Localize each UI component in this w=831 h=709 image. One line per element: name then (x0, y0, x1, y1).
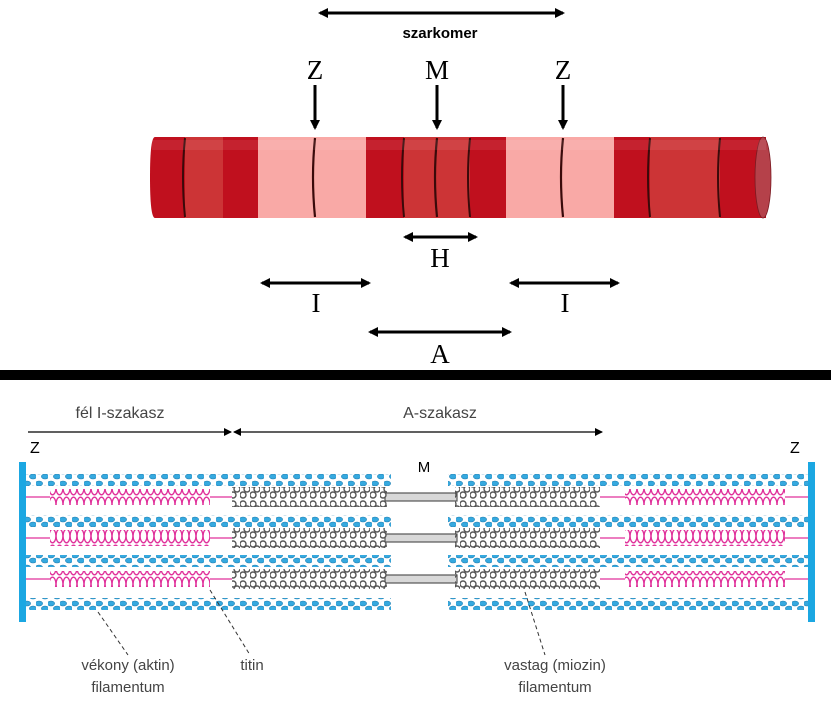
titin-leader (209, 589, 251, 656)
myosin-filaments (232, 487, 600, 589)
z-line-label-right: Z (555, 55, 572, 85)
i-band-label-right: I (561, 288, 570, 318)
z-disc-label-left: Z (30, 440, 40, 457)
sarcomere-detail-panel: fél I-szakasz A-szakasz Z Z M (19, 405, 815, 696)
actin-label-line2: filamentum (91, 679, 164, 696)
titin-label: titin (240, 657, 263, 674)
i-band-label-left: I (312, 288, 321, 318)
z-disc-right (808, 462, 815, 622)
myofibril-cylinder (150, 136, 772, 219)
a-band-label: A (430, 339, 450, 369)
m-line-label: M (425, 55, 449, 85)
z-disc-left (19, 462, 26, 622)
a-band-title: A-szakasz (403, 405, 477, 422)
z-disc-label-right: Z (790, 440, 800, 457)
sarcomere-label: szarkomer (402, 25, 477, 42)
half-i-band-label: fél I-szakasz (76, 405, 165, 422)
actin-label-line1: vékony (aktin) (81, 657, 174, 674)
actin-filaments (26, 474, 808, 610)
myosin-label-line1: vastag (miozin) (504, 657, 606, 674)
titin-coils (26, 489, 808, 587)
actin-leader (97, 611, 129, 656)
myofibril-panel: szarkomer Z M Z (150, 8, 772, 369)
z-line-label-left: Z (307, 55, 324, 85)
myosin-label-line2: filamentum (518, 679, 591, 696)
m-line-label-bottom: M (418, 459, 431, 476)
h-zone-label: H (430, 243, 450, 273)
panel-divider (0, 370, 831, 380)
